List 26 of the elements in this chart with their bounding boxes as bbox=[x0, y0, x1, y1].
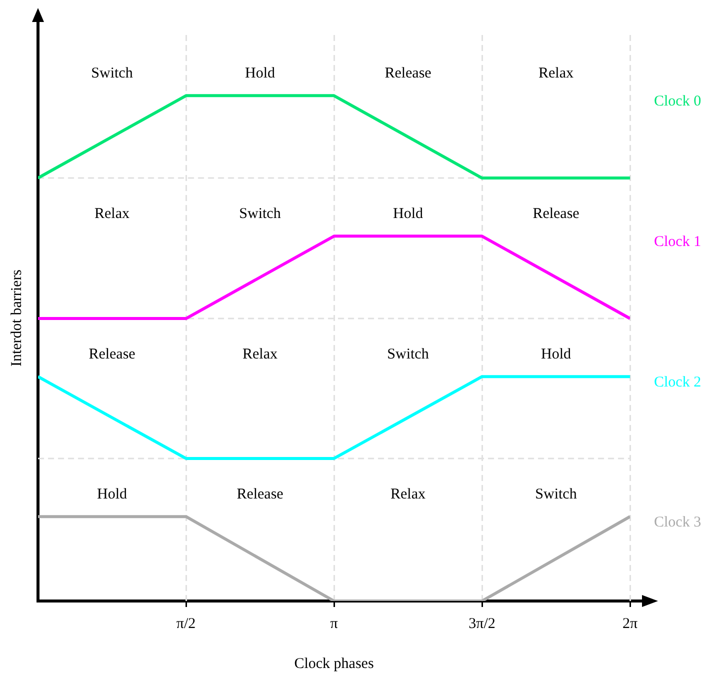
annotation: Hold bbox=[541, 346, 572, 363]
text: Switch bbox=[91, 66, 134, 82]
x-tick-label: 2π bbox=[622, 616, 638, 632]
annotation: Switch bbox=[387, 346, 430, 363]
series-label: Clock 3 bbox=[654, 514, 702, 531]
x-tick-label: π bbox=[330, 616, 338, 632]
annotation: Release bbox=[88, 346, 136, 363]
annotation: Hold bbox=[97, 486, 128, 503]
annotation: Relax bbox=[390, 486, 426, 503]
text: Relax bbox=[538, 66, 574, 82]
y-axis-title: Interdot barriers bbox=[8, 269, 25, 367]
annotation: Switch bbox=[239, 206, 282, 222]
series-label: Clock 2 bbox=[654, 374, 702, 391]
text: Clock 1 bbox=[654, 234, 702, 250]
annotation: Release bbox=[532, 206, 580, 222]
x-tick-label: 3π/2 bbox=[468, 616, 496, 632]
x-tick-label: π/2 bbox=[176, 616, 196, 632]
text: Hold bbox=[245, 66, 276, 82]
annotation: Relax bbox=[94, 206, 130, 222]
annotation: Switch bbox=[535, 486, 578, 503]
x-axis-title: Clock phases bbox=[294, 656, 374, 672]
annotation: Relax bbox=[242, 346, 278, 363]
annotation: Release bbox=[236, 486, 284, 503]
text: Clock 0 bbox=[654, 94, 702, 110]
text: Release bbox=[384, 66, 432, 82]
annotation: Hold bbox=[393, 206, 424, 222]
